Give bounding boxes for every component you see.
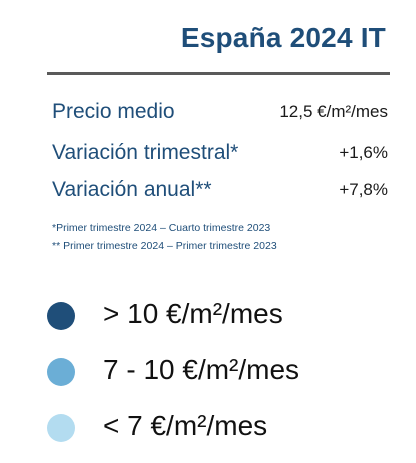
stat-row-variacion-trimestral: Variación trimestral* +1,6% — [52, 141, 388, 171]
stat-value: 12,5 €/m²/mes — [279, 102, 388, 121]
legend-item-low: < 7 €/m²/mes — [47, 410, 387, 446]
legend-label: < 7 €/m²/mes — [103, 410, 268, 441]
legend-item-medium: 7 - 10 €/m²/mes — [47, 354, 387, 390]
stat-label: Variación trimestral* — [52, 141, 239, 164]
stat-row-variacion-anual: Variación anual** +7,8% — [52, 178, 388, 208]
footnote-anual: ** Primer trimestre 2024 – Primer trimes… — [52, 240, 277, 252]
legend-item-high: > 10 €/m²/mes — [47, 298, 387, 334]
legend-dot-dark-blue — [47, 302, 75, 330]
stat-value: +1,6% — [339, 143, 388, 162]
stat-value: +7,8% — [339, 180, 388, 199]
legend-label: 7 - 10 €/m²/mes — [103, 354, 300, 385]
legend-dot-light-blue — [47, 414, 75, 442]
stat-label: Precio medio — [52, 100, 175, 123]
legend-dot-medium-blue — [47, 358, 75, 386]
title-divider — [47, 72, 390, 75]
stat-row-precio-medio: Precio medio 12,5 €/m²/mes — [52, 100, 388, 130]
page-title: España 2024 IT — [180, 22, 386, 53]
stat-label: Variación anual** — [52, 178, 212, 201]
footnote-trimestral: *Primer trimestre 2024 – Cuarto trimestr… — [52, 222, 271, 234]
legend-label: > 10 €/m²/mes — [103, 298, 283, 329]
